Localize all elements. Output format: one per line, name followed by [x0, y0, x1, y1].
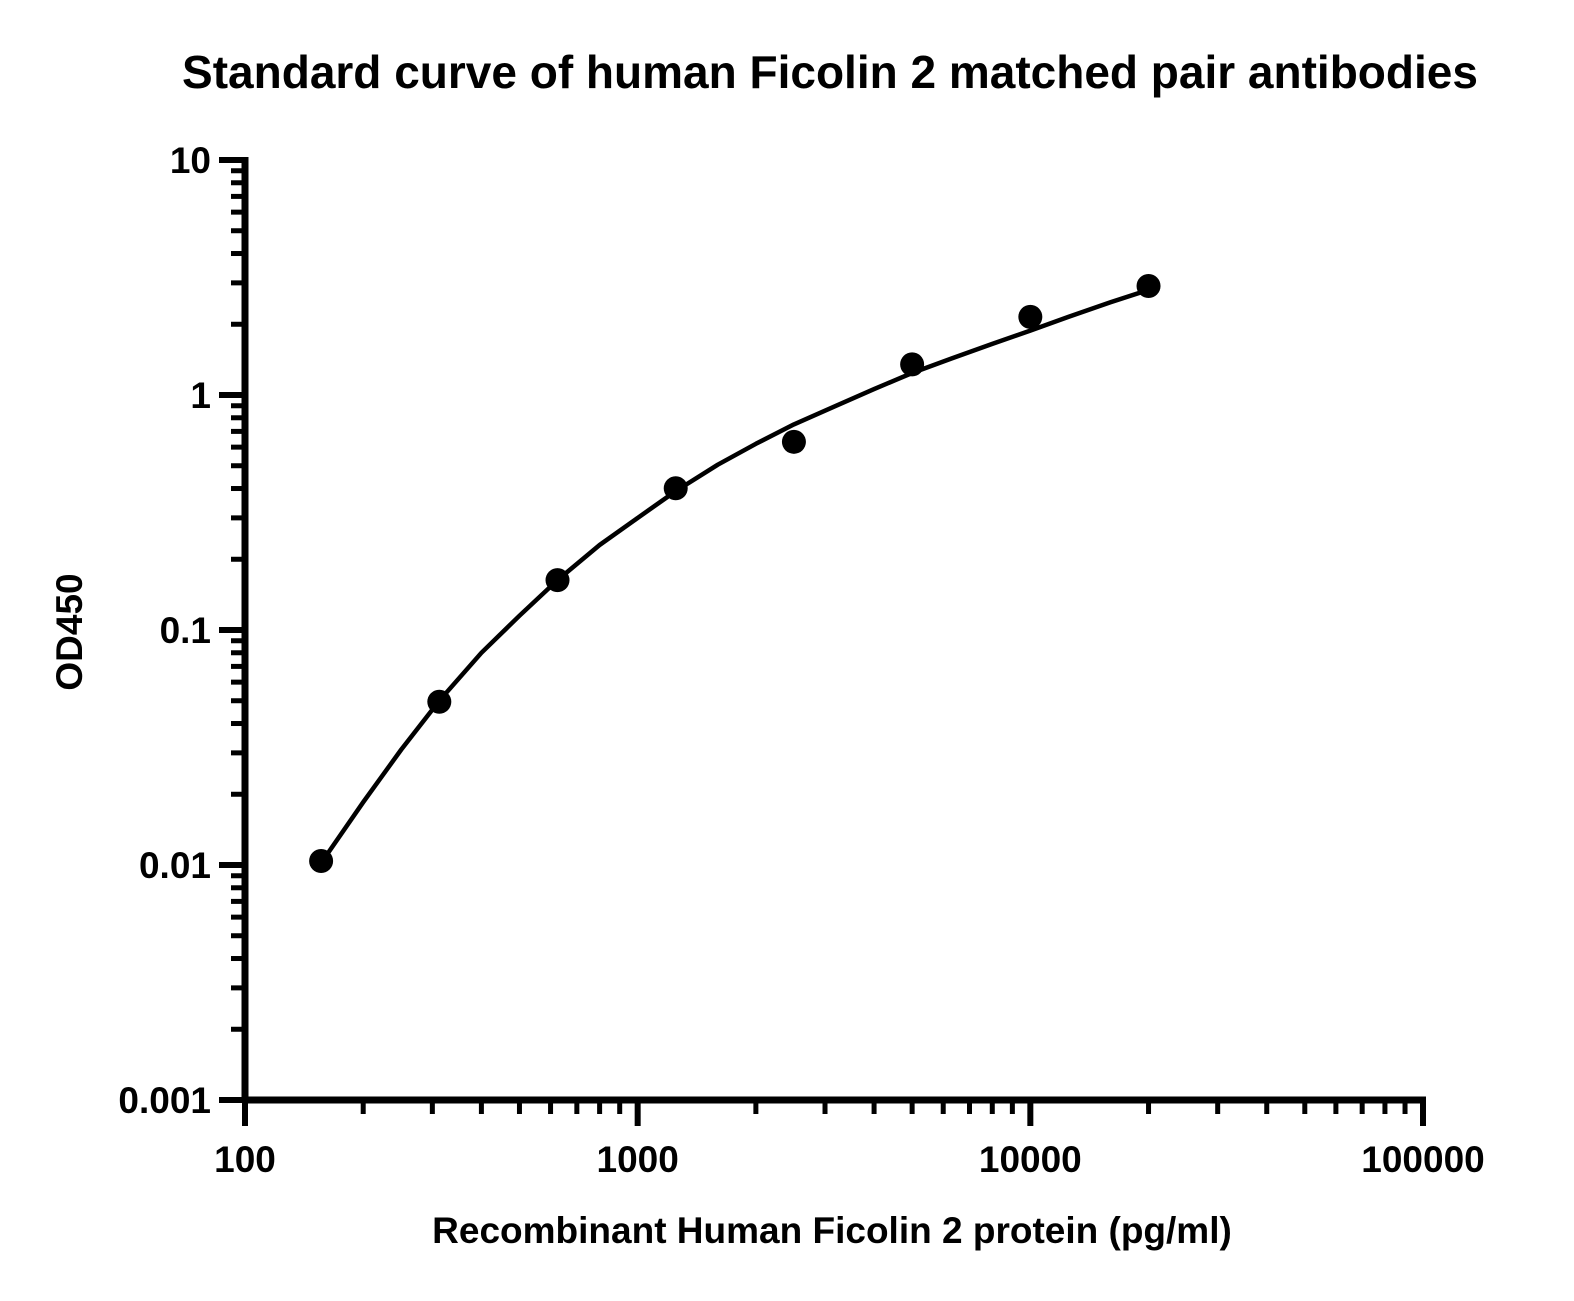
data-point [781, 429, 806, 454]
data-point [545, 568, 570, 593]
data-point [900, 352, 925, 377]
x-tick-label: 10000 [979, 1139, 1082, 1180]
y-tick-label: 1 [190, 375, 211, 416]
data-points-layer [309, 273, 1161, 873]
y-tick-label: 10 [170, 140, 211, 181]
x-tick-label: 1000 [597, 1139, 679, 1180]
y-axis-label: OD450 [49, 573, 90, 690]
x-axis-label: Recombinant Human Ficolin 2 protein (pg/… [432, 1210, 1232, 1251]
x-tick-label: 100000 [1361, 1139, 1484, 1180]
fit-curve-layer [318, 287, 1151, 866]
chart-title: Standard curve of human Ficolin 2 matche… [182, 46, 1478, 98]
y-tick-label: 0.1 [160, 610, 211, 651]
axes: 0.001 0.01 0.1 1 10 100 1000 10000 100000 [118, 140, 1484, 1180]
data-point [427, 689, 452, 714]
data-point [309, 848, 334, 873]
data-point [1018, 304, 1043, 329]
x-tick-label: 100 [214, 1139, 276, 1180]
y-tick-label: 0.001 [118, 1080, 211, 1121]
data-point [663, 476, 688, 501]
data-point [1136, 273, 1161, 298]
fit-curve [318, 287, 1151, 866]
y-tick-label: 0.01 [139, 845, 211, 886]
